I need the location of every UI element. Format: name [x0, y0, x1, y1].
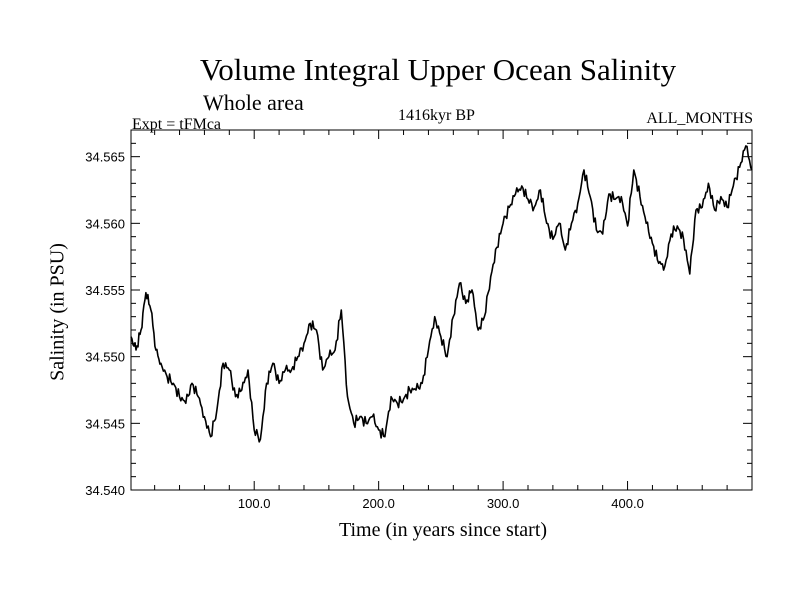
plot-frame — [130, 129, 753, 491]
y-tick-label: 34.555 — [85, 283, 125, 298]
period-label: 1416kyr BP — [398, 107, 475, 124]
x-tick-label: 400.0 — [611, 496, 644, 511]
y-tick-label: 34.550 — [85, 350, 125, 365]
y-tick-label: 34.545 — [85, 416, 125, 431]
salinity-series-line — [130, 145, 753, 443]
experiment-label: Expt = tFMca — [132, 116, 222, 133]
y-tick-label: 34.565 — [85, 150, 125, 165]
y-tick-label: 34.560 — [85, 216, 125, 231]
chart-subtitle: Whole area — [203, 90, 304, 115]
chart-title: Volume Integral Upper Ocean Salinity — [199, 52, 677, 87]
x-tick-label: 300.0 — [487, 496, 520, 511]
x-tick-label: 100.0 — [238, 496, 271, 511]
x-tick-label: 200.0 — [362, 496, 395, 511]
y-tick-label: 34.540 — [85, 483, 125, 498]
x-axis-label: Time (in years since start) — [338, 519, 548, 541]
months-label: ALL_MONTHS — [646, 110, 753, 127]
